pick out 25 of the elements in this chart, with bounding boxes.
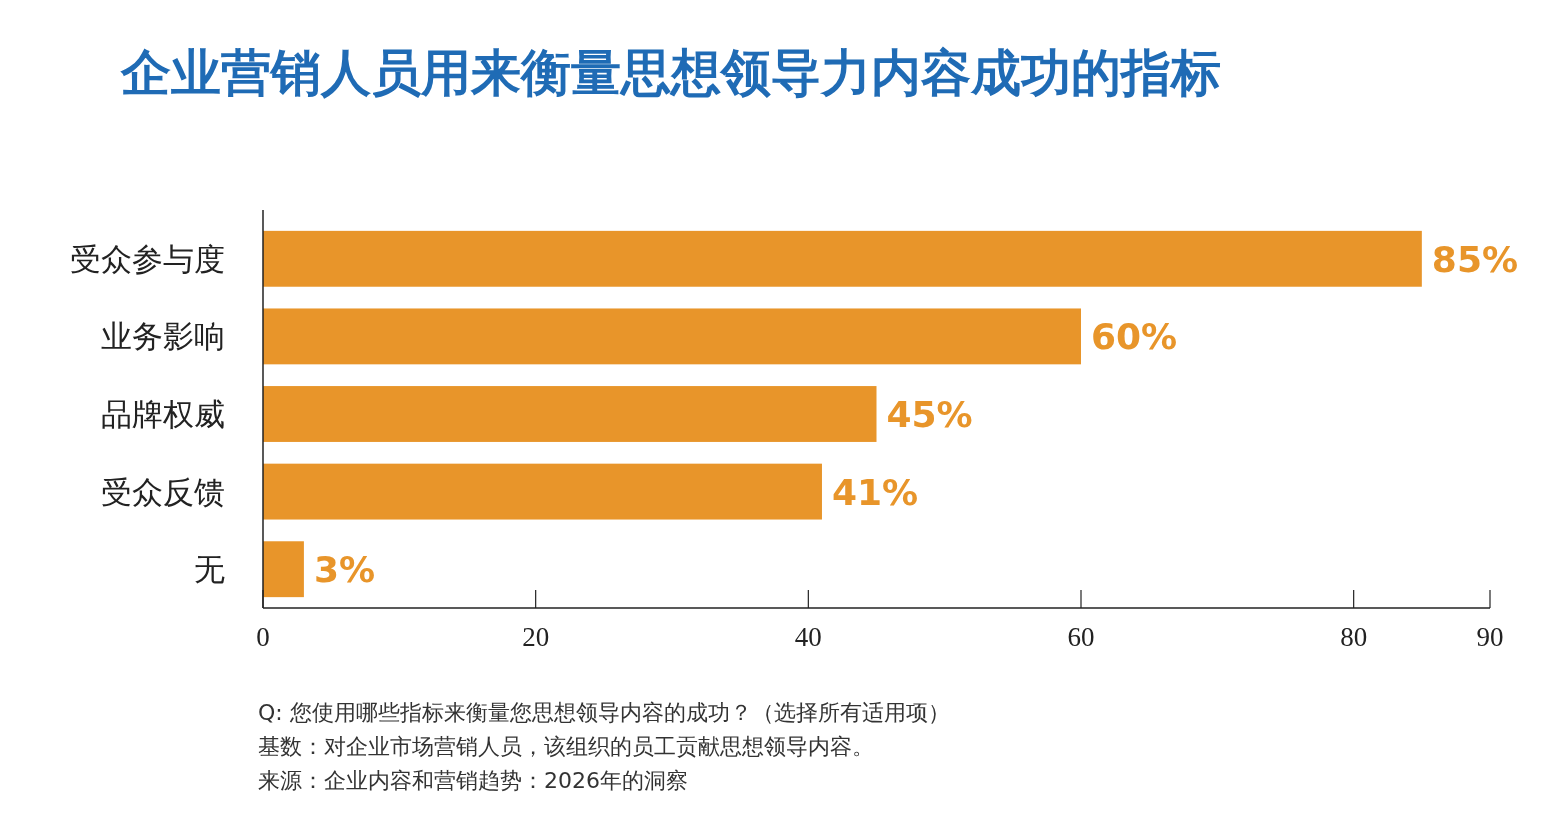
bar <box>263 230 1422 287</box>
x-tick-label: 90 <box>1476 622 1504 652</box>
bar <box>263 386 877 442</box>
x-tick-label: 80 <box>1340 622 1368 652</box>
data-label: 85% <box>1431 238 1519 280</box>
text: Q: 您使用哪些指标来衡量您思想领导内容的成功？（选择所有适用项） <box>258 700 950 725</box>
text: 基数：对企业市场营销人员，该组织的员工贡献思想领导内容。 <box>258 734 874 759</box>
y-tick-label: 受众参与度 <box>70 240 225 277</box>
chart-title: 企业营销人员用来衡量思想领导力内容成功的指标 <box>120 44 1221 102</box>
x-tick-label: 20 <box>522 622 550 652</box>
x-tick-label: 40 <box>794 622 822 652</box>
y-tick-label: 无 <box>194 551 225 588</box>
y-tick-label: 业务影响 <box>101 318 225 355</box>
bar <box>263 541 304 598</box>
x-tick-label: 0 <box>256 622 270 652</box>
y-tick-label: 品牌权威 <box>101 396 225 432</box>
data-label: 45% <box>886 394 973 435</box>
data-label: 3% <box>313 549 376 591</box>
bar <box>263 463 822 520</box>
source-note: 来源：企业内容和营销趋势：2026年的洞察 <box>258 768 688 793</box>
bar <box>263 308 1081 365</box>
x-tick-label: 60 <box>1067 622 1095 652</box>
y-tick-label: 受众反馈 <box>101 473 225 510</box>
data-label: 41% <box>831 471 919 513</box>
data-label: 60% <box>1091 316 1178 358</box>
